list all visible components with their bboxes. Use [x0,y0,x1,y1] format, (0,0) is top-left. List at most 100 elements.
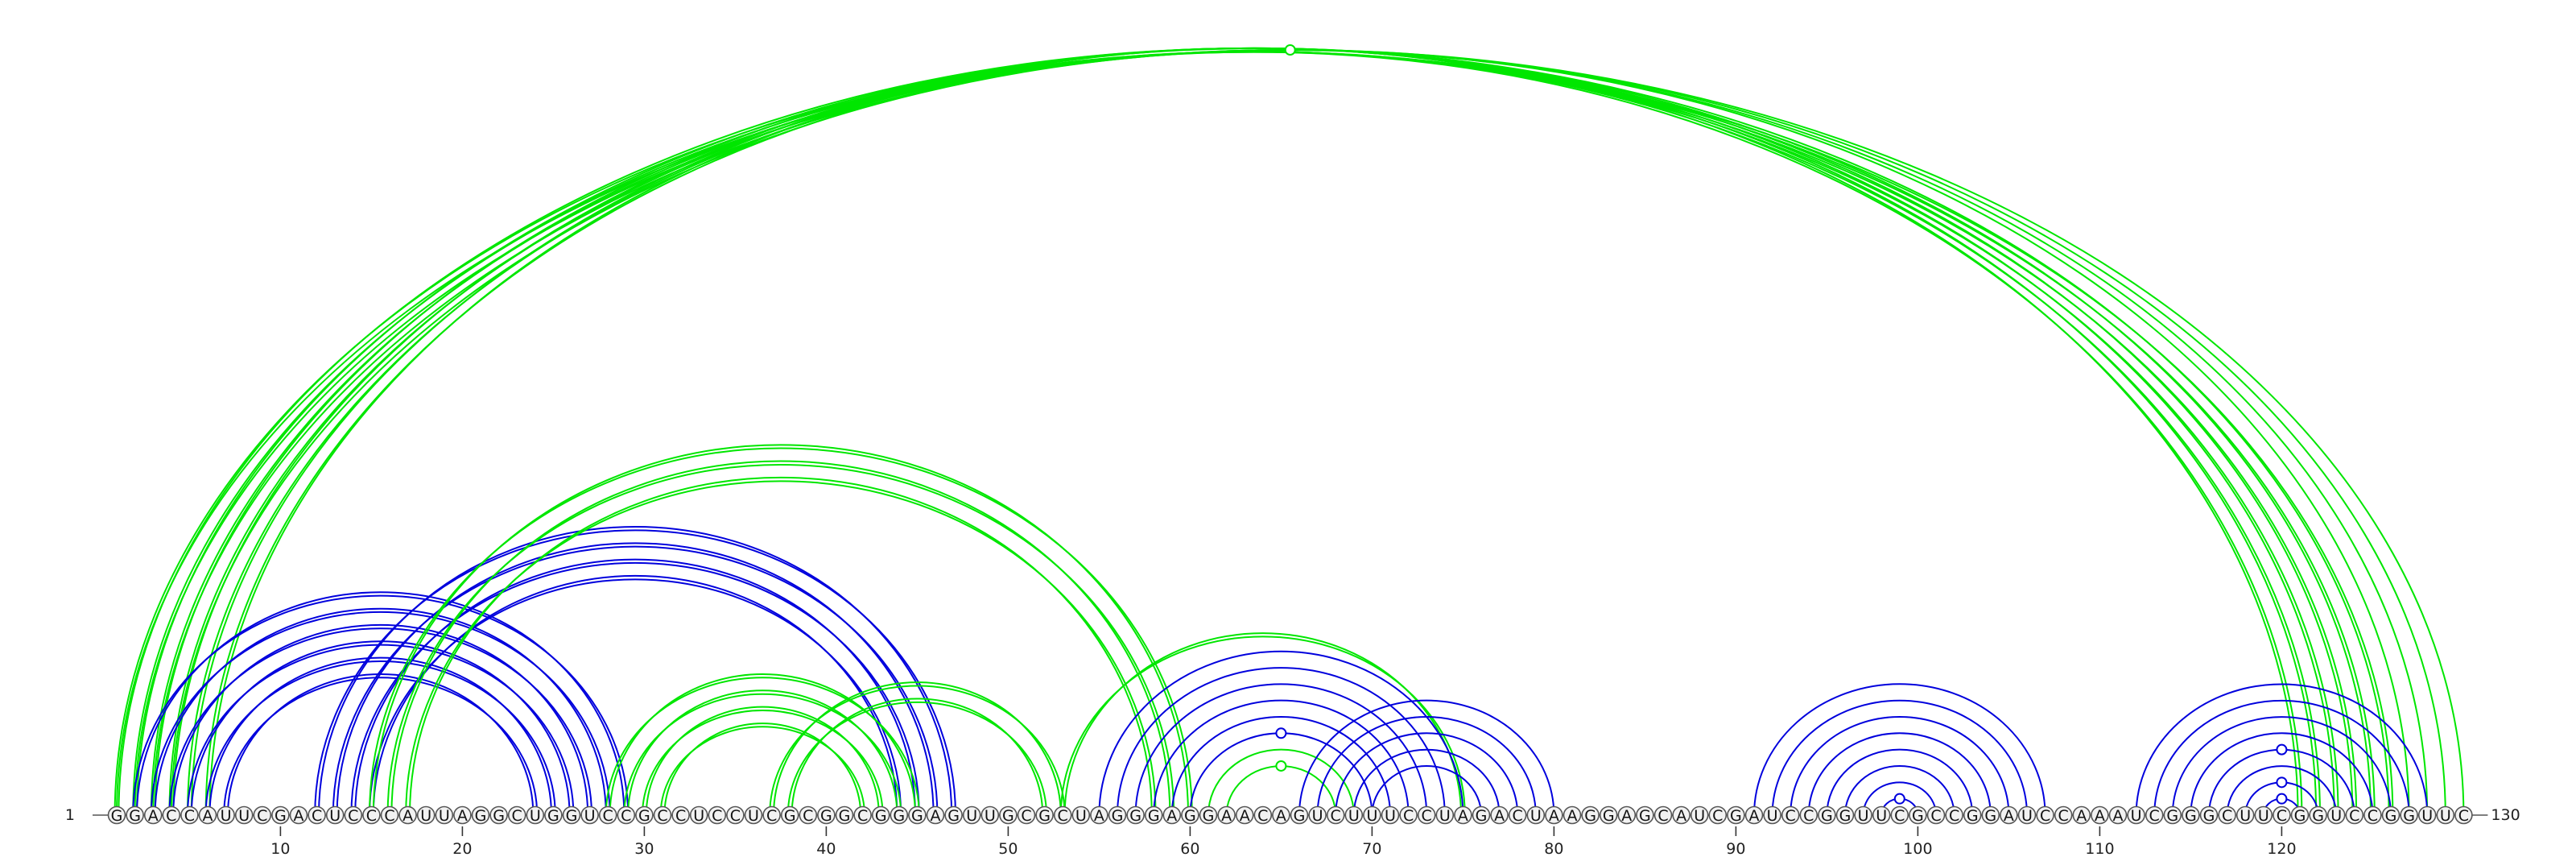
base-pair-arc-53-75 [1059,636,1466,816]
nucleotide: U [744,805,763,825]
nucleotide: C [1326,805,1345,825]
nucleotide-letter: A [1749,807,1760,825]
nucleotide: U [1872,805,1891,825]
nucleotide: C [180,805,199,825]
nucleotide-letter: A [2076,807,2087,825]
nucleotide-letter: G [1294,807,1306,825]
base-pair-arc-5-122 [187,51,2321,816]
nucleotide-letter: C [366,807,377,825]
nucleotide-letter: G [2294,807,2306,825]
base-pair-arc-37-53 [773,681,1062,816]
nucleotide-letter: C [1949,807,1959,825]
nucleotide-letter: U [221,807,232,825]
nucleotide: A [926,805,945,825]
nucleotide: G [1581,805,1600,825]
nucleotide-letter: G [1984,807,1996,825]
nucleotide-letter: G [2403,807,2415,825]
nucleotide-letter: C [657,807,667,825]
base-pair-arc-56-74 [1117,666,1446,816]
nucleotide: G [817,805,836,825]
base-pair-arc-59-71 [1170,715,1391,816]
nucleotide-letter: G [2312,807,2324,825]
loop-marker [1893,793,1905,805]
base-pair-arc-6-25 [204,660,556,816]
nucleotide-letter: U [1385,807,1396,825]
nucleotide: G [1835,805,1855,825]
nucleotide: C [1890,805,1909,825]
nucleotide-letter: C [348,807,358,825]
nucleotide-letter: U [530,807,541,825]
nucleotide-letter: G [1203,807,1215,825]
tick-label: 30 [634,840,654,857]
nucleotide-letter: G [475,807,487,825]
nucleotide: C [2273,805,2291,825]
base-pair-arc-16-59 [386,463,1175,816]
nucleotide: A [2072,805,2091,825]
nucleotide-letter: C [312,807,322,825]
base-pair-arc-55-75 [1098,650,1464,816]
base-pair-arc-30-43 [642,710,884,816]
nucleotide-letter: U [748,807,759,825]
nucleotide: G [107,805,126,825]
nucleotide: U [2326,805,2346,825]
nucleotide: U [234,805,254,825]
nucleotide-letter: C [1058,807,1068,825]
nucleotide-letter: G [1730,807,1742,825]
base-pair-arc-28-45 [609,673,916,816]
loop-marker [1275,727,1287,739]
tick-label: 110 [2085,840,2114,857]
nucleotide-letter: G [893,807,905,825]
nucleotide: A [2108,805,2128,825]
nucleotide-letter: C [384,807,394,825]
nucleotide-letter: U [693,807,704,825]
nucleotide: C [726,805,745,825]
base-pair-arc-31-42 [659,726,865,816]
tick-label: 50 [998,840,1018,857]
nucleotide-letter: G [547,807,559,825]
nucleotide-letter: C [2222,807,2232,825]
nucleotide-letter: C [712,807,722,825]
nucleotide: A [1162,805,1182,825]
nucleotide-letter: G [2203,807,2215,825]
base-pair-arc-91-107 [1753,683,2046,816]
nucleotide: C [2054,805,2073,825]
nucleotide: C [1399,805,1418,825]
nucleotide: U [1763,805,1781,825]
nucleotide: G [489,805,508,825]
base-pair-arc-3-124 [150,51,2358,816]
nucleotide-letter: G [820,807,832,825]
base-pair-arc-38-52 [786,701,1047,816]
nucleotide: G [1963,805,1982,825]
loop-marker [1275,760,1287,772]
nucleotide: G [944,805,963,825]
nucleotide: C [162,805,181,825]
nucleotide-letter: G [1002,807,1014,825]
nucleotide-letter: U [584,807,596,825]
nucleotide-letter: U [1530,807,1542,825]
loop-marker [2276,793,2288,805]
nucleotide-letter: U [2440,807,2451,825]
nucleotide: C [762,805,781,825]
nucleotide: U [1690,805,1709,825]
base-pair-arc-6-25 [208,656,552,816]
nucleotide: C [1053,805,1072,825]
nucleotide: G [1981,805,2000,825]
nucleotide-letter: U [2131,807,2142,825]
base-pair-arc-15-60 [369,447,1193,816]
nucleotide: U [2254,805,2273,825]
base-pair-arc-7-24 [223,677,539,816]
position-axis: 10 20 30 40 50 60 70 80 90 100 110 120 [270,826,2297,857]
nucleotide-letter: U [1767,807,1778,825]
nucleotide: A [1744,805,1764,825]
nucleotide-letter: U [1858,807,1869,825]
nucleotide-letter: C [1803,807,1814,825]
nucleotide: U [416,805,436,825]
nucleotide: C [617,805,636,825]
nucleotide: A [1563,805,1582,825]
nucleotide-letter: U [420,807,431,825]
base-pair-arc-114-126 [2171,715,2392,816]
nucleotide: C [2454,805,2473,825]
nucleotide-letter: A [1221,807,1232,825]
nucleotide-letter: A [931,807,941,825]
tick-label: 80 [1544,840,1563,857]
